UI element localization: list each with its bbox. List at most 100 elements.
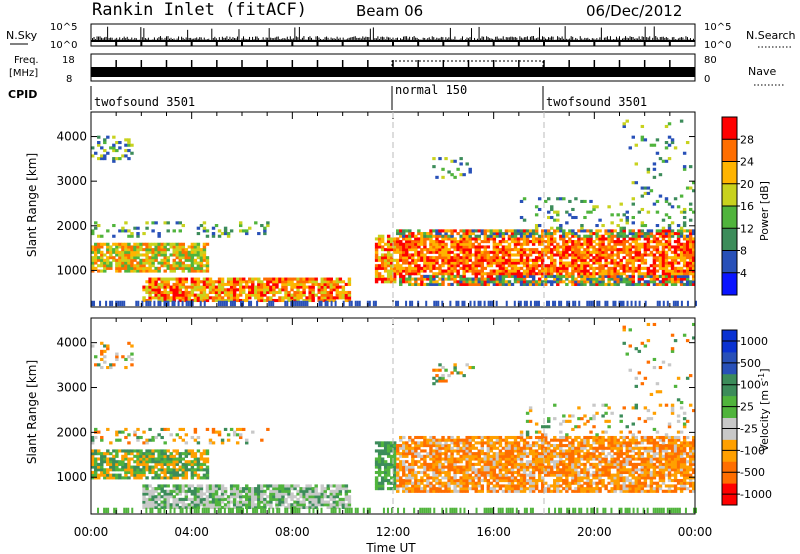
range-gate-cell [163,497,167,501]
range-gate-cell [459,248,463,252]
range-gate-cell [489,234,494,238]
range-gate-cell [205,476,210,480]
range-gate-cell [320,503,324,507]
range-gate-cell [393,242,397,246]
range-gate-cell [308,492,312,496]
range-gate-cell [595,258,599,262]
range-gate-cell [154,269,158,273]
range-gate-cell [550,266,554,270]
range-gate-cell [562,269,566,273]
range-gate-cell [133,476,137,480]
range-gate-cell [429,489,433,493]
range-gate-cell [607,229,611,233]
range-gate-cell [634,256,639,260]
range-gate-cell [305,505,309,510]
range-gate-cell [652,143,657,147]
range-gate-cell [136,476,140,480]
range-gate-cell [254,489,258,493]
range-gate-cell [477,237,481,241]
range-gate-cell [142,484,146,488]
range-gate-cell [166,470,170,475]
range-gate-cell [130,245,134,249]
range-gate-cell [377,272,382,276]
range-gate-cell [251,288,255,292]
range-gate-cell [97,157,101,161]
range-gate-cell [417,277,421,281]
range-gate-cell [196,242,201,246]
range-gate-cell [169,503,173,507]
range-gate-cell [447,444,451,448]
range-gate-cell [652,282,657,286]
range-gate-cell [630,300,633,307]
range-gate-cell [97,269,101,273]
range-gate-cell [423,489,427,493]
range-gate-cell [435,468,439,472]
range-gate-cell [145,298,149,303]
range-gate-cell [389,237,394,241]
range-gate-cell [486,280,491,284]
range-gate-cell [686,300,689,307]
range-gate-cell [269,280,273,284]
range-gate-cell [396,462,400,466]
range-gate-cell [232,293,237,297]
range-gate-cell [275,495,279,499]
range-gate-cell [320,500,324,504]
range-gate-cell [674,300,677,307]
range-gate-cell [534,256,539,260]
range-gate-cell [118,460,122,464]
range-gate-cell [386,446,391,450]
range-gate-cell [679,253,684,257]
range-gate-cell [589,210,593,214]
range-gate-cell [396,248,400,252]
range-gate-cell [547,266,551,270]
range-gate-cell [100,357,104,362]
range-gate-cell [115,258,119,262]
range-gate-cell [266,427,270,431]
range-gate-cell [163,296,167,300]
range-gate-cell [329,293,333,297]
range-gate-cell [115,248,119,252]
range-gate-cell [444,248,448,252]
range-gate-cell [254,487,258,491]
range-gate-cell [477,234,481,238]
range-gate-cell [136,232,140,236]
range-gate-cell [124,143,128,147]
range-gate-cell [214,280,219,284]
range-gate-cell [178,435,182,440]
range-gate-cell [444,261,448,265]
range-gate-cell [326,296,330,300]
range-gate-cell [537,277,542,281]
range-gate-cell [679,269,684,273]
range-gate-cell [178,473,182,477]
range-gate-cell [625,248,629,252]
range-gate-cell [251,285,255,289]
range-gate-cell [199,248,204,252]
range-gate-cell [374,460,379,464]
range-gate-cell [341,503,346,507]
range-gate-cell [435,481,439,485]
range-gate-cell [127,138,131,142]
range-gate-cell [290,277,294,281]
range-gate-cell [238,492,243,496]
range-gate-cell [124,138,128,142]
range-gate-cell [326,298,330,303]
range-gate-cell [682,210,687,214]
range-gate-cell [414,250,418,254]
range-gate-cell [465,258,469,262]
range-gate-cell [682,253,687,257]
range-gate-cell [513,253,518,257]
range-gate-cell [344,495,349,499]
range-gate-cell [399,272,403,276]
range-gate-cell [429,229,433,233]
range-gate-cell [468,250,472,254]
range-gate-cell [622,248,626,252]
range-gate-cell [664,240,669,244]
range-gate-cell [396,266,400,270]
range-gate-cell [637,280,642,284]
range-gate-cell [211,484,216,488]
range-gate-cell [531,272,536,276]
range-gate-cell [184,503,189,507]
range-gate-cell [148,288,152,292]
range-gate-cell [622,277,626,281]
range-gate-cell [275,280,279,284]
